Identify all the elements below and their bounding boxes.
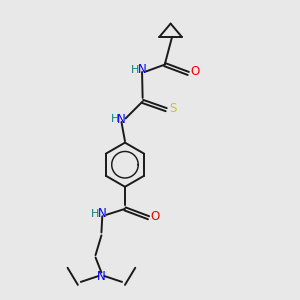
Text: H: H bbox=[131, 64, 140, 75]
Text: N: N bbox=[97, 269, 106, 283]
Text: S: S bbox=[169, 102, 176, 115]
Text: O: O bbox=[190, 65, 200, 79]
Text: O: O bbox=[150, 210, 160, 223]
Text: N: N bbox=[117, 112, 126, 126]
Text: H: H bbox=[91, 209, 100, 219]
Text: H: H bbox=[110, 114, 119, 124]
Text: N: N bbox=[98, 207, 107, 220]
Text: N: N bbox=[138, 63, 146, 76]
